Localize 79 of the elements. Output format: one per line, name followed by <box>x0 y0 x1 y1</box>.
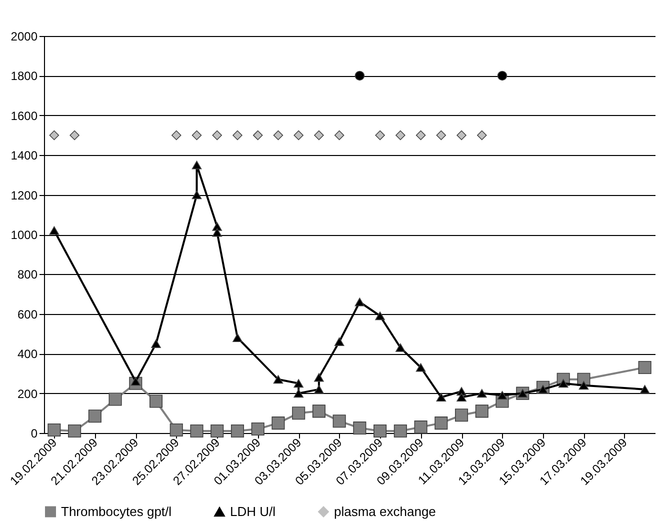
point <box>149 394 163 408</box>
point <box>68 424 82 438</box>
point <box>272 416 285 430</box>
point <box>151 339 161 348</box>
point <box>172 130 182 140</box>
legend-label: LDH U/l <box>230 504 276 519</box>
point <box>192 160 202 170</box>
y-tick-label: 200 <box>17 386 38 401</box>
point <box>88 410 102 423</box>
point <box>558 379 568 388</box>
point <box>497 70 508 81</box>
y-tick-label: 1800 <box>10 69 38 84</box>
y-tick-label: 1000 <box>10 228 38 242</box>
y-tick-label: 2000 <box>10 30 38 44</box>
point <box>354 70 365 81</box>
point <box>292 406 306 420</box>
point <box>477 130 487 140</box>
point <box>638 360 652 374</box>
point <box>252 130 263 140</box>
point <box>396 343 406 352</box>
point <box>416 130 426 140</box>
point <box>394 424 407 438</box>
point <box>251 422 264 436</box>
y-tick-label: 1400 <box>10 148 38 163</box>
point <box>477 389 487 398</box>
y-tick-label: 0 <box>30 426 38 440</box>
point <box>314 130 324 140</box>
point <box>294 379 304 388</box>
point <box>375 312 385 320</box>
point <box>49 226 60 235</box>
point <box>212 130 222 140</box>
point <box>436 392 446 402</box>
point <box>273 130 284 140</box>
point <box>192 130 202 140</box>
point <box>273 375 284 384</box>
point <box>49 130 60 140</box>
point <box>294 389 304 398</box>
point <box>314 385 324 394</box>
point <box>312 404 326 418</box>
point <box>475 404 488 418</box>
point <box>334 130 344 140</box>
y-tick-label: 1200 <box>10 188 38 202</box>
point <box>230 424 244 438</box>
point <box>192 190 202 200</box>
y-tick-label: 400 <box>17 347 38 362</box>
point <box>353 422 366 435</box>
point <box>640 385 650 394</box>
point <box>190 424 204 438</box>
point <box>232 333 242 342</box>
point <box>497 391 508 400</box>
point <box>314 373 324 382</box>
point <box>436 130 446 140</box>
point <box>456 130 466 140</box>
point <box>354 298 365 306</box>
point <box>48 424 61 437</box>
point <box>108 392 122 406</box>
point <box>578 381 589 390</box>
point <box>396 130 406 140</box>
point <box>334 337 344 346</box>
point <box>212 228 222 237</box>
point <box>332 414 346 428</box>
point <box>294 130 304 140</box>
point <box>454 408 468 422</box>
point <box>232 130 242 140</box>
legend-label: Thrombocytes gpt/l <box>61 504 172 519</box>
y-tick-label: 800 <box>17 268 38 282</box>
point <box>70 130 80 140</box>
point <box>434 416 448 430</box>
point <box>170 424 183 437</box>
point <box>456 392 466 402</box>
point <box>414 420 428 434</box>
point <box>210 424 224 438</box>
point <box>375 130 385 140</box>
point <box>374 424 387 438</box>
point <box>130 377 141 386</box>
point <box>416 363 426 372</box>
y-tick-label: 600 <box>17 307 38 322</box>
y-tick-label: 1600 <box>10 108 38 123</box>
legend-label: plasma exchange <box>334 504 436 519</box>
